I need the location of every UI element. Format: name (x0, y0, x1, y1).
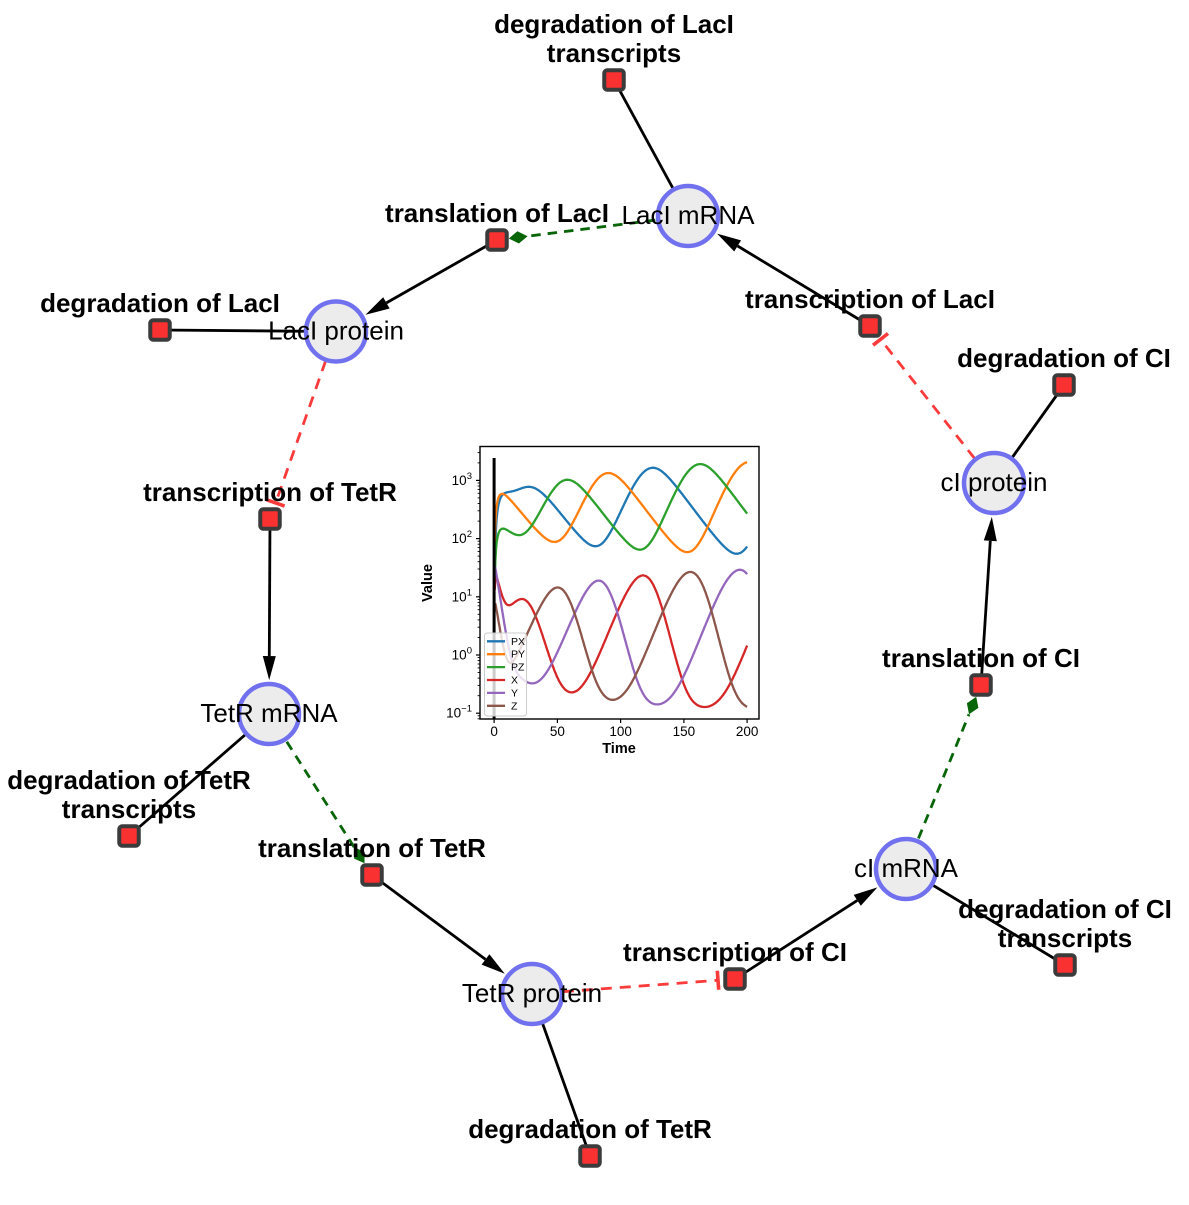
svg-text:translation of CI: translation of CI (882, 643, 1080, 673)
svg-text:degradation of LacI: degradation of LacI (494, 9, 734, 39)
svg-text:degradation of CI: degradation of CI (958, 894, 1172, 924)
svg-text:Value: Value (420, 564, 436, 602)
svg-text:translation of TetR: translation of TetR (258, 833, 486, 863)
svg-text:Y: Y (511, 687, 518, 699)
svg-text:transcripts: transcripts (998, 923, 1132, 953)
svg-text:transcription of TetR: transcription of TetR (143, 477, 397, 507)
svg-text:X: X (511, 675, 518, 687)
svg-text:transcription of CI: transcription of CI (623, 937, 847, 967)
svg-text:150: 150 (673, 724, 696, 739)
svg-text:transcripts: transcripts (547, 38, 681, 68)
svg-text:200: 200 (736, 724, 759, 739)
svg-text:PY: PY (511, 649, 525, 661)
svg-text:TetR mRNA: TetR mRNA (200, 698, 338, 728)
svg-text:100: 100 (609, 724, 632, 739)
svg-text:degradation of TetR: degradation of TetR (7, 765, 251, 795)
svg-text:LacI mRNA: LacI mRNA (622, 200, 756, 230)
svg-text:cI protein: cI protein (941, 467, 1048, 497)
svg-text:degradation of LacI: degradation of LacI (40, 288, 280, 318)
svg-text:degradation of TetR: degradation of TetR (468, 1114, 712, 1144)
svg-text:degradation of CI: degradation of CI (957, 343, 1171, 373)
svg-text:LacI protein: LacI protein (268, 316, 404, 346)
svg-text:translation of LacI: translation of LacI (385, 198, 609, 228)
svg-text:Time: Time (602, 741, 636, 757)
svg-text:Z: Z (511, 700, 518, 712)
svg-text:0: 0 (490, 724, 498, 739)
svg-text:PZ: PZ (511, 662, 525, 674)
svg-text:PX: PX (511, 636, 525, 648)
svg-text:transcripts: transcripts (62, 794, 196, 824)
svg-text:transcription of LacI: transcription of LacI (745, 284, 995, 314)
svg-text:TetR protein: TetR protein (462, 978, 602, 1008)
svg-text:cI mRNA: cI mRNA (854, 853, 959, 883)
svg-text:50: 50 (550, 724, 565, 739)
